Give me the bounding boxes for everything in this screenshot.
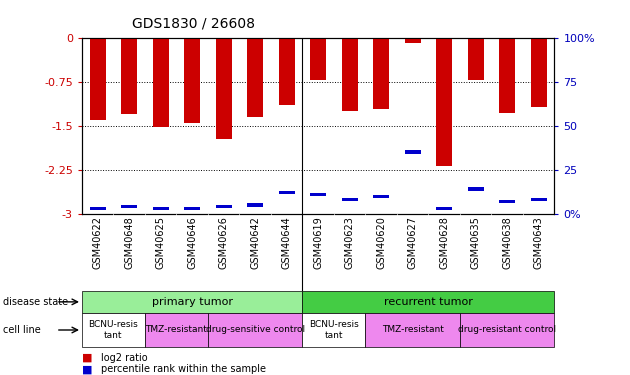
Bar [310,193,326,196]
Text: GSM40648: GSM40648 [124,216,134,269]
Text: ■: ■ [82,364,93,374]
Text: GSM40638: GSM40638 [502,216,512,269]
Bar [278,191,294,194]
Bar [215,38,232,138]
Text: primary tumor: primary tumor [152,297,232,307]
Bar [436,38,452,166]
Bar [215,205,232,209]
Text: log2 ratio: log2 ratio [101,353,147,363]
Text: ■: ■ [82,353,93,363]
Bar [90,38,106,120]
Text: TMZ-resistant: TMZ-resistant [146,326,207,334]
Bar [184,38,200,123]
Text: BCNU-resis
tant: BCNU-resis tant [89,320,138,340]
Text: GSM40623: GSM40623 [345,216,355,269]
Bar [499,200,515,203]
Bar [247,38,263,117]
Text: recurrent tumor: recurrent tumor [384,297,473,307]
Bar [365,313,460,347]
Bar [310,38,326,80]
Bar [436,207,452,210]
Bar [341,198,358,201]
Bar [467,38,484,80]
Text: GSM40620: GSM40620 [376,216,386,269]
Bar [82,313,145,347]
Text: GSM40642: GSM40642 [250,216,260,269]
Bar [302,313,365,347]
Text: GDS1830 / 26608: GDS1830 / 26608 [132,17,255,31]
Text: GSM40646: GSM40646 [187,216,197,269]
Bar [145,313,208,347]
Text: percentile rank within the sample: percentile rank within the sample [101,364,266,374]
Bar [153,38,169,127]
Text: GSM40643: GSM40643 [534,216,544,269]
Text: drug-sensitive control: drug-sensitive control [205,326,305,334]
Bar [82,291,302,313]
Bar [499,38,515,113]
Text: GSM40644: GSM40644 [282,216,292,269]
Bar [467,188,484,191]
Bar [90,207,106,210]
Bar [530,198,546,201]
Text: GSM40628: GSM40628 [439,216,449,269]
Text: GSM40635: GSM40635 [471,216,481,269]
Text: GSM40619: GSM40619 [313,216,323,269]
Text: drug-resistant control: drug-resistant control [458,326,556,334]
Bar [208,313,302,347]
Bar [530,38,546,107]
Bar [404,38,421,44]
Bar [153,207,169,210]
Text: TMZ-resistant: TMZ-resistant [382,326,444,334]
Text: disease state: disease state [3,297,68,307]
Text: BCNU-resis
tant: BCNU-resis tant [309,320,358,340]
Text: cell line: cell line [3,325,41,335]
Text: GSM40626: GSM40626 [219,216,229,269]
Bar [373,195,389,198]
Bar [247,203,263,207]
Bar [302,291,554,313]
Bar [373,38,389,109]
Bar [404,150,421,154]
Bar [121,205,137,209]
Bar [184,207,200,210]
Bar [341,38,358,111]
Text: GSM40622: GSM40622 [93,216,103,269]
Bar [121,38,137,114]
Text: GSM40627: GSM40627 [408,216,418,269]
Bar [460,313,554,347]
Text: GSM40625: GSM40625 [156,216,166,269]
Bar [278,38,294,105]
